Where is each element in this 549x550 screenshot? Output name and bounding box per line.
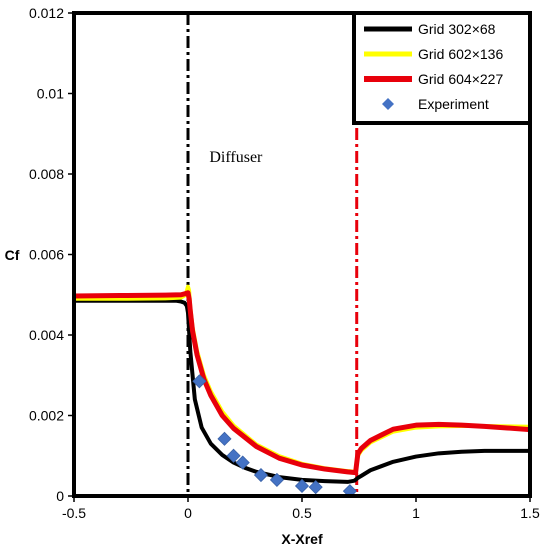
- experiment-point-6: [269, 472, 284, 487]
- x-tick-label-3: 0.5: [292, 505, 312, 521]
- legend-label-1: Grid 302×68: [418, 21, 496, 37]
- legend-label-2: Grid 602×136: [418, 46, 503, 62]
- y-tick-label-2: 0.002: [29, 408, 64, 424]
- y-tick-label-1: 0: [56, 488, 64, 504]
- experiment-point-5: [253, 468, 269, 483]
- experiment-point-7: [294, 478, 310, 494]
- x-axis-title: X-Xref: [281, 531, 323, 547]
- series-line-1: [74, 298, 530, 484]
- experiment-point-3: [226, 448, 241, 463]
- x-tick-label-2: 0: [184, 505, 192, 521]
- x-tick-label-4: 1: [412, 505, 420, 521]
- legend-swatch-4: [382, 98, 394, 110]
- experiment-point-4: [235, 455, 250, 470]
- y-tick-label-4: 0.006: [29, 247, 64, 263]
- experiment-point-8: [308, 480, 323, 495]
- x-tick-label-5: 1.5: [520, 505, 540, 521]
- series-line-3: [74, 290, 530, 476]
- y-tick-label-6: 0.01: [37, 86, 64, 102]
- x-tick-label-1: -0.5: [62, 505, 86, 521]
- experiment-point-2: [217, 431, 232, 446]
- legend-label-4: Experiment: [418, 96, 489, 112]
- y-tick-label-3: 0.004: [29, 327, 64, 343]
- experiment-point-9: [342, 484, 357, 496]
- legend-label-3: Grid 604×227: [418, 71, 503, 87]
- experiment-point-1: [192, 374, 207, 389]
- annotation-1: Diffuser: [209, 149, 263, 166]
- y-axis-title: Cf: [5, 247, 20, 263]
- y-tick-label-5: 0.008: [29, 166, 64, 182]
- y-tick-label-7: 0.012: [29, 5, 64, 21]
